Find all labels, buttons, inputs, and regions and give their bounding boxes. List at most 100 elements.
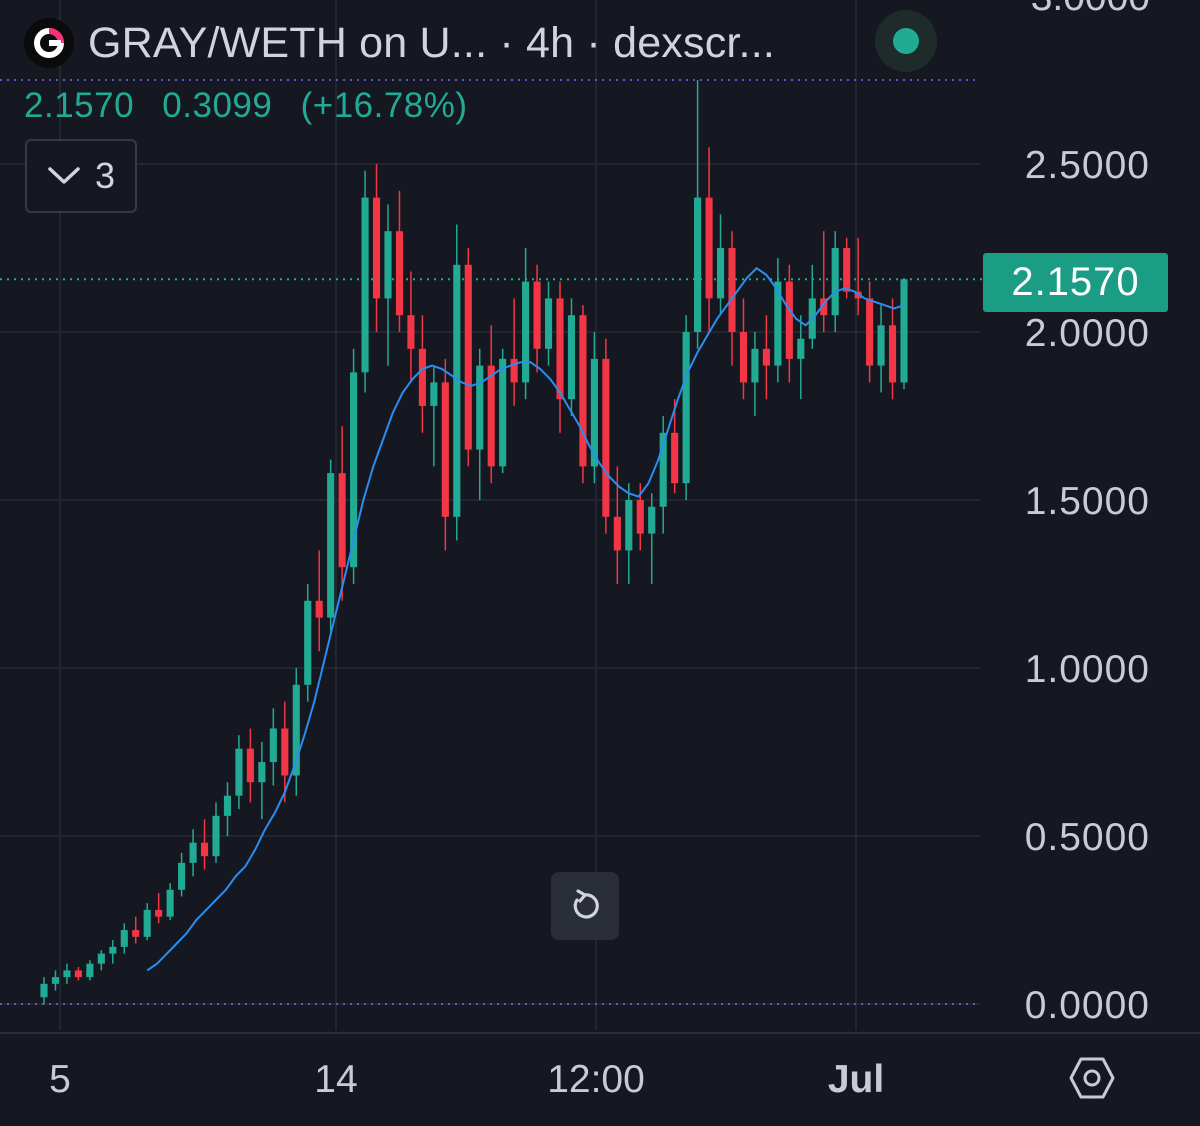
candle-body [304, 600, 312, 685]
price-axis-label: 2.0000 [1025, 312, 1150, 355]
candle [866, 281, 874, 383]
candle-body [372, 197, 381, 299]
indicators-toggle-button[interactable]: 3 [25, 139, 137, 213]
candle-body [350, 372, 358, 568]
candle [200, 819, 209, 870]
price-axis-label: 1.0000 [1025, 648, 1150, 691]
candle [246, 728, 254, 803]
candle [453, 224, 461, 541]
candle-body [671, 432, 679, 484]
candle-body [395, 231, 404, 316]
last-price-tag: 2.1570 [983, 253, 1168, 312]
candle-body [281, 728, 289, 776]
candle-body [888, 325, 897, 383]
candle [567, 298, 576, 416]
candle [705, 147, 713, 332]
candle [212, 802, 220, 863]
candle [86, 960, 94, 981]
candle-body [200, 842, 209, 857]
candle-body [235, 748, 243, 796]
symbol-title[interactable]: GRAY/WETH on U... · 4h · dexscr... [88, 18, 775, 67]
candle-body [579, 315, 587, 467]
candle-body [866, 298, 874, 366]
candle [418, 315, 426, 433]
candle-body [63, 970, 71, 978]
candle [590, 332, 598, 484]
candle [304, 584, 312, 702]
candle [292, 668, 300, 796]
candle [659, 416, 667, 534]
candle [51, 970, 60, 991]
candle-body [751, 348, 759, 383]
candle-body [785, 281, 793, 359]
candle-body [338, 473, 346, 568]
candle-body [877, 325, 885, 366]
g-logo-icon [24, 18, 74, 68]
candle [109, 940, 117, 964]
candle-body [166, 889, 174, 917]
candlesticks [40, 80, 908, 1004]
candle-body [178, 862, 186, 890]
candle-body [315, 600, 323, 618]
candle-body [694, 197, 702, 332]
candle [476, 348, 484, 500]
candle [544, 281, 553, 366]
candle [407, 271, 415, 383]
candle [716, 214, 725, 316]
time-axis-label: Jul [828, 1058, 884, 1101]
candle-body [843, 248, 851, 292]
candle [900, 278, 908, 390]
candle-body [510, 358, 518, 383]
live-status-dot-icon [893, 28, 919, 54]
chevron-down-icon [48, 167, 80, 184]
candle [797, 315, 805, 400]
candle [694, 80, 702, 349]
chart-settings-button[interactable] [1066, 1052, 1118, 1104]
candle-body [705, 197, 713, 299]
candle [235, 735, 243, 810]
candle-body [716, 248, 725, 299]
candle-body [189, 842, 197, 863]
candle [682, 315, 690, 500]
time-axis-label: 14 [314, 1058, 357, 1101]
candle [533, 264, 541, 373]
candle [430, 365, 438, 467]
candle [671, 399, 679, 494]
candle [327, 459, 335, 635]
candle-body [728, 248, 736, 332]
candle-body [269, 728, 277, 763]
candle-body [430, 382, 438, 406]
candle [888, 298, 897, 400]
candle-body [900, 279, 908, 383]
candle-body [797, 338, 805, 359]
reset-chart-button[interactable] [551, 872, 619, 940]
candle-body [361, 197, 369, 373]
candle-body [487, 365, 495, 467]
live-status-button[interactable] [875, 10, 937, 72]
price-axis-label: 0.0000 [1025, 984, 1150, 1027]
candle-body [74, 970, 82, 978]
candle-body [86, 963, 94, 978]
candle-body [831, 248, 839, 316]
candle [579, 305, 587, 484]
candle [361, 170, 369, 393]
candle-body [625, 500, 633, 551]
candle [785, 264, 793, 383]
candle [166, 883, 174, 920]
candle-body [556, 298, 564, 400]
candle [510, 298, 518, 406]
candle [831, 231, 839, 332]
price-axis-label: 3.0000 [1031, 0, 1150, 19]
candle-body [602, 358, 610, 517]
candle-body [499, 358, 507, 467]
candle-body [613, 516, 621, 551]
candle [372, 164, 381, 332]
candle-body [246, 748, 254, 783]
candle [820, 231, 828, 332]
candle [648, 493, 656, 584]
candle-body [109, 946, 117, 954]
candle-body [292, 684, 300, 776]
candle [877, 305, 885, 393]
candle-body [327, 473, 335, 618]
